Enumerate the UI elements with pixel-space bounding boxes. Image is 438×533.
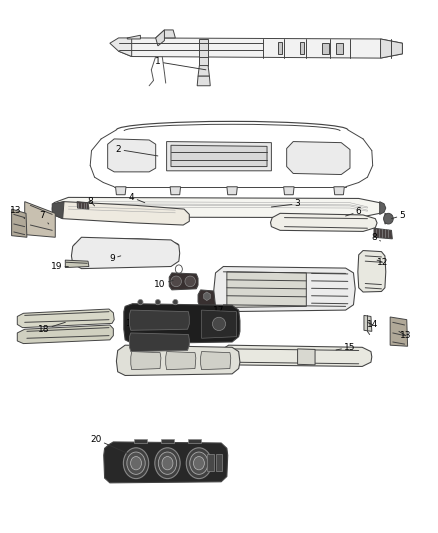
Polygon shape: [385, 213, 393, 224]
Text: 13: 13: [399, 331, 412, 340]
Polygon shape: [358, 251, 386, 292]
Ellipse shape: [212, 317, 226, 330]
Text: 10: 10: [154, 280, 173, 289]
Polygon shape: [116, 187, 126, 195]
Ellipse shape: [185, 276, 195, 287]
Polygon shape: [300, 42, 304, 54]
Polygon shape: [390, 317, 408, 346]
Polygon shape: [25, 201, 55, 237]
Polygon shape: [188, 439, 201, 443]
Polygon shape: [166, 142, 272, 171]
Polygon shape: [284, 187, 294, 195]
Polygon shape: [52, 201, 64, 219]
Text: 16: 16: [129, 342, 155, 351]
Ellipse shape: [138, 300, 143, 305]
Ellipse shape: [194, 457, 205, 470]
Text: 20: 20: [90, 435, 128, 454]
Polygon shape: [127, 35, 141, 39]
Polygon shape: [12, 209, 27, 237]
Polygon shape: [219, 345, 372, 367]
Polygon shape: [215, 454, 223, 471]
Polygon shape: [17, 309, 114, 328]
Polygon shape: [207, 454, 214, 471]
Text: 7: 7: [39, 212, 49, 224]
Ellipse shape: [158, 452, 177, 474]
Polygon shape: [124, 304, 240, 344]
Text: 8: 8: [87, 197, 95, 206]
Ellipse shape: [186, 448, 212, 479]
Polygon shape: [119, 38, 403, 58]
Text: 6: 6: [346, 207, 362, 216]
Text: 15: 15: [336, 343, 356, 352]
Ellipse shape: [384, 213, 393, 224]
Text: 3: 3: [272, 199, 300, 208]
Text: 2: 2: [116, 145, 158, 156]
Text: 12: 12: [377, 258, 389, 266]
Ellipse shape: [171, 276, 181, 287]
Polygon shape: [227, 272, 306, 308]
Text: 14: 14: [367, 320, 378, 329]
Polygon shape: [271, 213, 377, 231]
Ellipse shape: [124, 448, 149, 479]
Text: 11: 11: [126, 318, 155, 328]
Ellipse shape: [162, 457, 173, 470]
Polygon shape: [214, 266, 355, 312]
Polygon shape: [108, 139, 155, 172]
Polygon shape: [278, 42, 283, 54]
Ellipse shape: [131, 457, 141, 470]
Polygon shape: [201, 310, 237, 338]
Ellipse shape: [127, 452, 145, 474]
Text: 5: 5: [392, 211, 405, 220]
Polygon shape: [155, 30, 164, 46]
Polygon shape: [52, 201, 189, 225]
Polygon shape: [169, 273, 198, 290]
Polygon shape: [104, 442, 228, 483]
Text: 19: 19: [51, 262, 68, 271]
Polygon shape: [17, 325, 113, 344]
Polygon shape: [65, 260, 89, 268]
Text: 8: 8: [371, 233, 381, 242]
Polygon shape: [110, 38, 132, 56]
Polygon shape: [201, 352, 231, 369]
Polygon shape: [71, 237, 180, 269]
Ellipse shape: [190, 452, 208, 474]
Polygon shape: [374, 228, 392, 239]
Polygon shape: [334, 187, 344, 195]
Text: 4: 4: [129, 193, 145, 203]
Polygon shape: [199, 39, 208, 66]
Polygon shape: [297, 349, 315, 365]
Text: 1: 1: [155, 58, 206, 70]
Polygon shape: [198, 290, 222, 306]
Polygon shape: [321, 43, 329, 54]
Polygon shape: [77, 201, 89, 209]
Text: 17: 17: [210, 303, 225, 314]
Polygon shape: [131, 352, 161, 369]
Polygon shape: [134, 439, 147, 443]
Polygon shape: [381, 39, 403, 58]
Polygon shape: [130, 310, 189, 330]
Polygon shape: [130, 333, 189, 352]
Ellipse shape: [155, 300, 160, 305]
Polygon shape: [287, 142, 350, 174]
Polygon shape: [117, 345, 240, 375]
Polygon shape: [227, 187, 237, 195]
Polygon shape: [336, 43, 343, 54]
Polygon shape: [197, 76, 210, 86]
Polygon shape: [170, 187, 180, 195]
Polygon shape: [380, 201, 386, 214]
Ellipse shape: [173, 300, 178, 305]
Polygon shape: [155, 30, 175, 38]
Polygon shape: [161, 439, 173, 443]
Text: 18: 18: [38, 322, 65, 334]
Polygon shape: [204, 292, 210, 301]
Polygon shape: [166, 352, 196, 369]
Polygon shape: [364, 316, 372, 332]
Polygon shape: [52, 197, 381, 217]
Polygon shape: [198, 66, 209, 76]
Text: 13: 13: [10, 206, 25, 219]
Ellipse shape: [155, 448, 180, 479]
Polygon shape: [171, 146, 267, 166]
Text: 9: 9: [109, 254, 121, 263]
